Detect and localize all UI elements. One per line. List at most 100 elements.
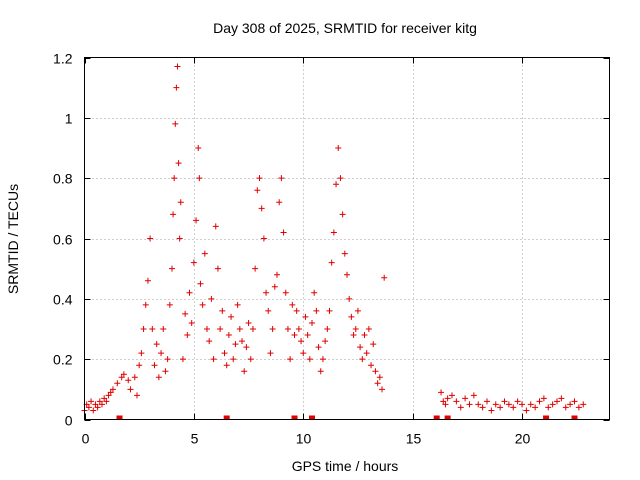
data-point: [324, 326, 331, 332]
data-point: [225, 332, 232, 339]
data-point: [188, 319, 195, 326]
y-tick-label: 1.2: [53, 51, 73, 67]
data-point: [109, 386, 116, 393]
data-point: [219, 307, 226, 314]
data-point: [370, 341, 377, 348]
data-point: [162, 368, 169, 375]
data-point: [174, 63, 181, 70]
data-point: [374, 380, 381, 387]
tick-labels: 0 5 10 15 20 0 0.2 0.4 0.6 0.8 1 1.2: [53, 51, 530, 447]
data-point: [160, 326, 167, 332]
data-point: [381, 274, 388, 281]
grid-lines: [84, 57, 610, 420]
data-point: [341, 250, 348, 257]
data-point: [249, 326, 256, 332]
data-point: [309, 319, 315, 326]
bottom-marker: [291, 415, 298, 420]
y-tick-label: 0.6: [53, 232, 73, 248]
data-point: [245, 319, 252, 326]
x-tick-label: 5: [191, 431, 199, 447]
data-point: [510, 404, 517, 411]
data-point: [153, 341, 160, 348]
x-tick-label: 20: [515, 431, 531, 447]
data-point: [328, 259, 335, 266]
data-point: [304, 332, 311, 339]
data-point: [271, 283, 278, 290]
data-point: [201, 250, 208, 257]
data-point: [536, 398, 543, 405]
data-point: [184, 332, 191, 339]
data-point: [99, 401, 105, 408]
bottom-marker: [543, 415, 550, 420]
data-point: [101, 395, 108, 402]
data-point: [172, 120, 179, 127]
data-point: [291, 332, 298, 339]
data-point: [210, 356, 217, 363]
data-point: [243, 344, 250, 351]
bottom-marker: [433, 415, 440, 420]
data-point: [197, 280, 204, 287]
data-point: [254, 187, 261, 194]
data-point: [311, 289, 318, 296]
data-point: [313, 307, 320, 314]
data-point: [85, 404, 92, 411]
data-point: [164, 356, 171, 363]
data-point: [479, 404, 486, 411]
data-point: [103, 398, 110, 405]
data-point: [558, 395, 565, 402]
data-point: [354, 307, 361, 314]
data-point: [217, 326, 224, 332]
data-point: [293, 307, 300, 314]
chart-title: Day 308 of 2025, SRMTID for receiver kit…: [213, 20, 477, 36]
data-point: [120, 371, 127, 378]
data-point: [350, 332, 357, 339]
y-axis-label: SRMTID / TECUs: [5, 184, 21, 294]
bottom-marker: [444, 415, 451, 420]
data-point: [440, 398, 447, 405]
data-point: [127, 386, 134, 393]
data-point: [322, 338, 329, 345]
data-point: [348, 313, 355, 320]
data-point: [278, 175, 285, 182]
data-point: [90, 407, 97, 414]
data-point: [267, 350, 274, 357]
data-point: [179, 356, 186, 363]
data-point: [554, 398, 560, 405]
data-point: [196, 175, 203, 182]
data-point: [147, 235, 154, 242]
data-point: [177, 199, 184, 206]
data-point: [344, 271, 350, 278]
data-point: [193, 217, 200, 224]
data-point: [265, 307, 272, 314]
data-point: [88, 398, 95, 405]
data-point: [497, 404, 504, 411]
data-point: [171, 175, 178, 182]
data-point: [239, 338, 245, 345]
data-point: [346, 295, 353, 302]
data-point: [306, 356, 313, 363]
data-point: [519, 401, 525, 408]
data-point: [444, 395, 451, 402]
data-point: [234, 301, 241, 308]
data-point: [289, 301, 296, 308]
data-point: [142, 301, 149, 308]
plot-frame: [84, 57, 610, 420]
data-point: [298, 338, 305, 345]
data-point: [302, 313, 309, 320]
data-point: [199, 301, 206, 308]
data-point: [212, 223, 219, 230]
data-point: [575, 404, 582, 411]
data-point: [136, 362, 143, 369]
data-point: [131, 374, 138, 381]
data-point: [337, 175, 344, 182]
data-point: [363, 350, 370, 357]
data-point: [258, 205, 265, 212]
data-point: [319, 356, 326, 363]
data-point: [186, 289, 193, 296]
data-point: [214, 265, 221, 272]
data-point: [173, 84, 180, 91]
data-point: [256, 175, 263, 182]
data-point: [269, 326, 276, 332]
data-point: [470, 392, 477, 399]
